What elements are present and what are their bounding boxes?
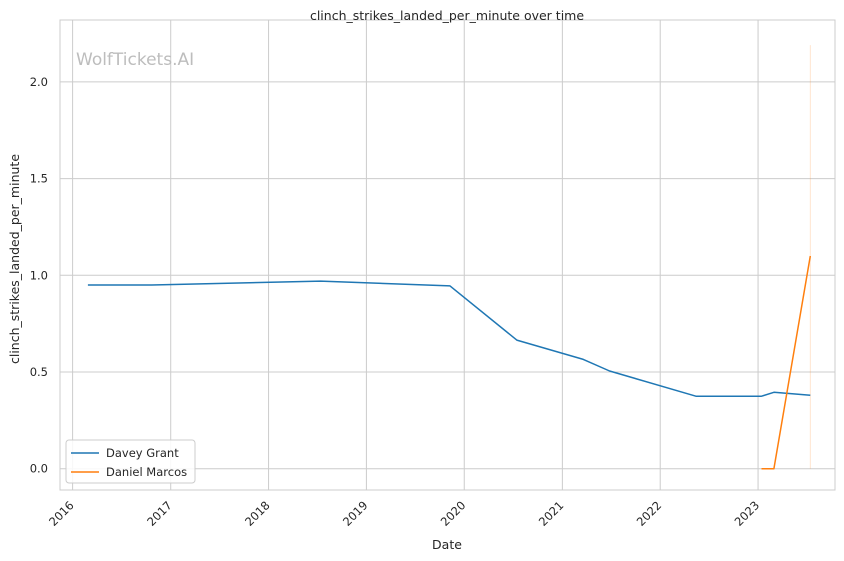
y-tick-label: 0.5 [30,365,48,379]
y-axis-ticks: 0.0 0.5 1.0 1.5 2.0 [30,75,48,476]
watermark: WolfTickets.AI [76,50,194,70]
x-tick-label: 2022 [634,498,665,529]
y-tick-label: 2.0 [30,75,48,89]
x-tick-label: 2018 [242,498,273,529]
y-tick-label: 0.0 [30,462,48,476]
chart-title: clinch_strikes_landed_per_minute over ti… [310,8,584,23]
legend: Davey Grant Daniel Marcos [65,439,196,484]
x-axis-label: Date [432,537,462,552]
legend-label: Davey Grant [106,446,179,460]
series-line-daniel-marcos [761,255,812,470]
series-line-davey-grant [87,280,811,397]
x-tick-label: 2019 [340,498,371,529]
x-tick-label: 2017 [144,498,175,529]
grid [60,20,835,490]
x-tick-label: 2023 [732,498,763,529]
x-tick-label: 2016 [46,498,77,529]
legend-label: Daniel Marcos [106,465,187,479]
x-tick-label: 2020 [438,498,469,529]
y-tick-label: 1.5 [30,172,48,186]
y-axis-label: clinch_strikes_landed_per_minute [7,154,22,364]
series-lines [87,255,812,470]
x-axis-ticks: 2016 2017 2018 2019 2020 2021 2022 2023 [46,498,762,529]
plot-area [59,19,836,491]
y-tick-label: 1.0 [30,268,48,282]
x-tick-label: 2021 [536,498,567,529]
